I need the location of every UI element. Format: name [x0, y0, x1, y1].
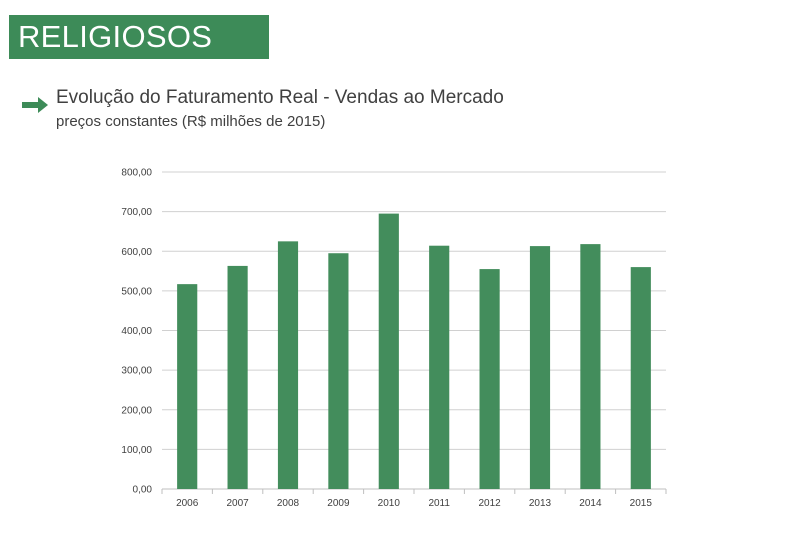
y-tick-label: 800,00: [121, 168, 152, 179]
x-tick-label: 2008: [277, 498, 300, 509]
y-tick-label: 500,00: [121, 286, 152, 297]
y-tick-label: 400,00: [121, 326, 152, 337]
y-tick-label: 200,00: [121, 405, 152, 416]
bar-2015: [630, 267, 651, 489]
bar-2011: [429, 245, 450, 489]
chart-title: Evolução do Faturamento Real - Vendas ao…: [56, 87, 504, 108]
bar-2009: [328, 253, 349, 489]
right-arrow-icon: [22, 97, 48, 113]
y-tick-label: 300,00: [121, 366, 152, 377]
x-tick-label: 2007: [226, 498, 249, 509]
chart-subtitle: preços constantes (R$ milhões de 2015): [56, 113, 326, 130]
y-tick-label: 100,00: [121, 445, 152, 456]
y-tick-label: 700,00: [121, 207, 152, 218]
y-tick-label: 600,00: [121, 247, 152, 258]
y-tick-label: 0,00: [133, 485, 153, 496]
x-tick-label: 2015: [630, 498, 653, 509]
x-tick-label: 2010: [378, 498, 401, 509]
x-tick-label: 2013: [529, 498, 552, 509]
bar-2006: [177, 284, 198, 489]
bar-2013: [529, 246, 551, 489]
bar-2008: [277, 241, 299, 489]
x-tick-label: 2009: [327, 498, 350, 509]
section-banner: RELIGIOSOS: [9, 15, 269, 59]
bar-2010: [378, 213, 399, 489]
x-tick-label: 2014: [579, 498, 602, 509]
bar-2007: [227, 265, 248, 489]
x-tick-label: 2012: [478, 498, 501, 509]
x-tick-label: 2011: [428, 498, 450, 509]
bar-2012: [479, 269, 500, 489]
section-title: RELIGIOSOS: [18, 19, 213, 54]
x-tick-label: 2006: [176, 498, 199, 509]
bar-2014: [580, 244, 601, 489]
